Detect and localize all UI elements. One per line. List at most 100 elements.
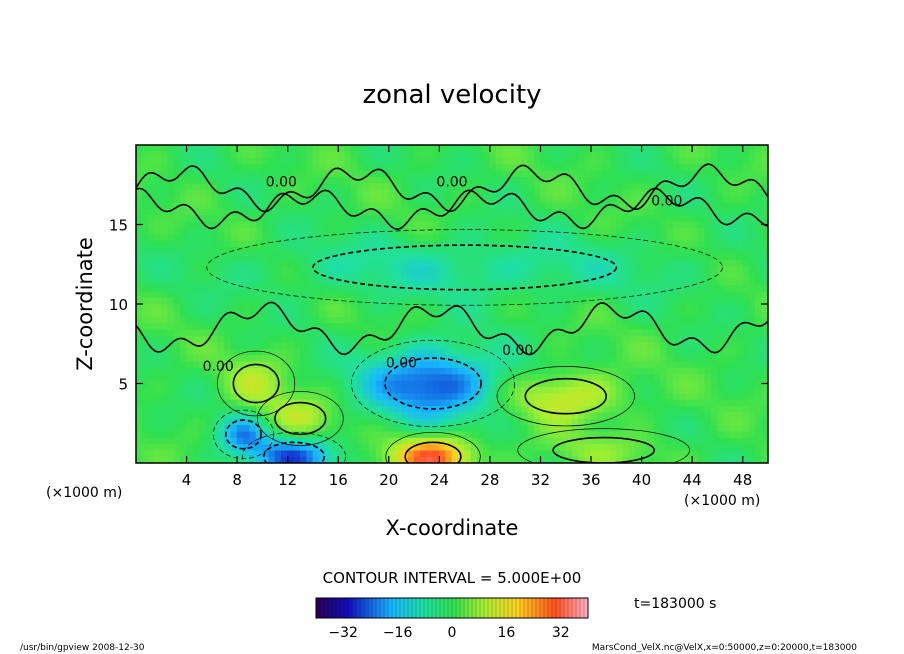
field-cell — [476, 265, 484, 273]
field-cell — [262, 170, 270, 178]
field-cell — [312, 418, 320, 426]
field-cell — [451, 335, 459, 343]
field-cell — [249, 456, 257, 463]
field-cell — [736, 151, 744, 159]
field-cell — [293, 284, 301, 292]
field-cell — [679, 163, 687, 171]
field-cell — [217, 449, 225, 457]
field-cell — [634, 157, 642, 165]
field-cell — [609, 449, 617, 457]
field-cell — [647, 284, 655, 292]
field-cell — [489, 290, 497, 298]
field-cell — [337, 170, 345, 178]
field-cell — [476, 322, 484, 330]
field-cell — [142, 201, 149, 209]
field-cell — [217, 259, 225, 267]
field-cell — [603, 341, 611, 349]
field-cell — [647, 386, 655, 394]
field-cell — [571, 265, 579, 273]
field-cell — [274, 456, 282, 463]
field-cell — [458, 310, 465, 318]
field-cell — [287, 310, 295, 318]
field-cell — [603, 284, 611, 292]
field-cell — [167, 271, 175, 279]
field-cell — [597, 278, 604, 286]
field-cell — [723, 271, 731, 279]
field-cell — [546, 380, 554, 387]
field-cell — [312, 329, 320, 337]
field-cell — [761, 411, 768, 419]
field-cell — [160, 367, 168, 375]
field-cell — [483, 354, 491, 362]
field-cell — [622, 316, 630, 324]
field-cell — [698, 157, 706, 165]
field-cell — [356, 367, 364, 375]
field-cell — [755, 176, 762, 184]
field-cell — [205, 348, 213, 356]
field-cell — [426, 386, 434, 394]
field-cell — [546, 271, 554, 279]
field-cell — [318, 145, 326, 152]
field-cell — [350, 430, 358, 438]
field-cell — [616, 208, 623, 216]
field-cell — [723, 284, 731, 292]
field-cell — [514, 437, 522, 445]
field-cell — [160, 278, 168, 286]
field-cell — [306, 170, 314, 178]
field-cell — [344, 182, 352, 190]
field-cell — [704, 182, 712, 190]
field-cell — [590, 252, 598, 260]
field-cell — [634, 201, 642, 209]
field-cell — [186, 449, 194, 457]
field-cell — [198, 221, 206, 228]
field-cell — [337, 367, 345, 375]
field-cell — [653, 341, 661, 349]
field-cell — [470, 360, 478, 368]
field-cell — [634, 386, 642, 394]
field-cell — [262, 284, 270, 292]
field-cell — [590, 310, 598, 318]
field-cell — [344, 151, 352, 159]
field-cell — [458, 182, 465, 190]
field-cell — [142, 170, 149, 178]
field-cell — [318, 208, 326, 216]
field-cell — [755, 341, 762, 349]
field-cell — [533, 443, 541, 451]
field-cell — [527, 392, 535, 400]
field-cell — [142, 252, 149, 260]
field-cell — [565, 208, 573, 216]
field-cell — [382, 259, 390, 267]
field-cell — [584, 329, 592, 337]
field-cell — [268, 449, 276, 457]
field-cell — [723, 290, 731, 298]
field-cell — [660, 310, 668, 318]
field-cell — [186, 418, 194, 426]
field-cell — [723, 278, 731, 286]
field-cell — [224, 316, 232, 324]
field-cell — [521, 259, 529, 267]
field-cell — [154, 271, 162, 279]
field-cell — [755, 208, 762, 216]
field-cell — [628, 182, 636, 190]
field-cell — [318, 297, 326, 305]
field-cell — [584, 386, 592, 394]
field-cell — [546, 189, 554, 197]
field-cell — [205, 303, 213, 311]
field-cell — [761, 303, 768, 311]
field-cell — [281, 157, 288, 165]
field-cell — [628, 348, 636, 356]
field-cell — [647, 367, 655, 375]
field-cell — [666, 437, 674, 445]
field-cell — [685, 271, 693, 279]
field-cell — [691, 151, 699, 159]
field-cell — [382, 418, 390, 426]
field-cell — [609, 310, 617, 318]
field-cell — [521, 405, 529, 413]
field-cell — [641, 221, 649, 228]
field-cell — [603, 424, 611, 432]
field-cell — [198, 240, 206, 248]
field-cell — [249, 437, 257, 445]
field-cell — [281, 189, 288, 197]
field-cell — [672, 271, 680, 279]
field-cell — [318, 221, 326, 228]
